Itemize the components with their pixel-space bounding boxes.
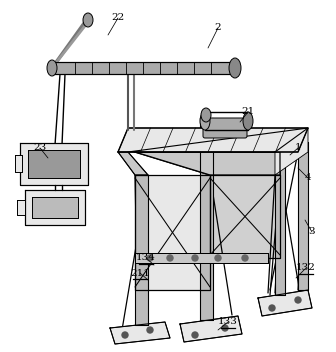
Circle shape [222, 325, 228, 331]
Polygon shape [110, 322, 170, 344]
Polygon shape [200, 118, 213, 320]
Polygon shape [275, 128, 308, 175]
Polygon shape [135, 175, 210, 290]
Text: 21: 21 [241, 107, 255, 117]
Ellipse shape [243, 112, 253, 130]
Circle shape [167, 255, 173, 261]
Text: 211: 211 [130, 269, 150, 277]
Text: 4: 4 [305, 174, 311, 182]
Polygon shape [118, 152, 148, 175]
Polygon shape [15, 155, 22, 172]
Text: 23: 23 [33, 144, 47, 152]
Polygon shape [28, 150, 80, 178]
Ellipse shape [201, 108, 211, 122]
Polygon shape [20, 143, 88, 185]
Polygon shape [180, 316, 242, 342]
Text: 2: 2 [215, 24, 221, 32]
Ellipse shape [200, 112, 210, 130]
Polygon shape [135, 253, 268, 263]
Polygon shape [258, 290, 312, 316]
Polygon shape [52, 62, 235, 74]
Circle shape [147, 327, 153, 333]
Text: 22: 22 [111, 13, 125, 23]
Circle shape [192, 332, 198, 338]
Ellipse shape [83, 13, 93, 27]
Polygon shape [32, 197, 78, 218]
Polygon shape [118, 128, 308, 152]
Text: 1: 1 [295, 144, 301, 152]
Circle shape [215, 255, 221, 261]
Polygon shape [17, 200, 25, 215]
Circle shape [269, 305, 275, 311]
Circle shape [295, 297, 301, 303]
Text: 3: 3 [309, 227, 315, 237]
Polygon shape [275, 152, 285, 295]
Polygon shape [210, 175, 280, 258]
Circle shape [242, 255, 248, 261]
Ellipse shape [47, 60, 57, 76]
Text: 134: 134 [136, 253, 156, 263]
Circle shape [122, 332, 128, 338]
Circle shape [147, 255, 153, 261]
Polygon shape [135, 175, 148, 325]
Polygon shape [135, 152, 280, 175]
Text: 133: 133 [218, 318, 238, 327]
Circle shape [192, 255, 198, 261]
FancyBboxPatch shape [203, 118, 247, 138]
Ellipse shape [229, 58, 241, 78]
Text: 132: 132 [296, 264, 316, 272]
Polygon shape [298, 142, 308, 290]
Polygon shape [25, 190, 85, 225]
